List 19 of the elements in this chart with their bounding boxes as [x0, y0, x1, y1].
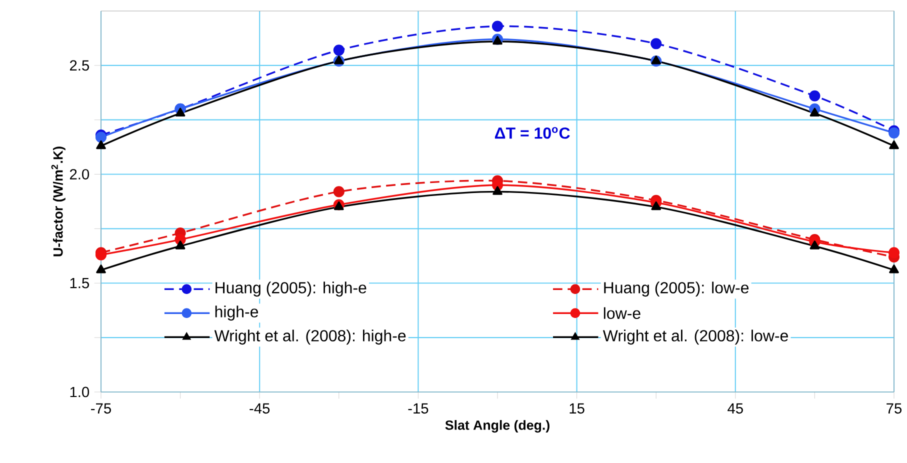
y-tick-label: 1.0 — [70, 386, 90, 398]
x-tick-label: -75 — [91, 403, 111, 414]
legend-label: Huang (2005): high-e — [216, 282, 366, 297]
legend-label: Wright et al. (2008): low-e — [602, 330, 788, 345]
legend-label: low-e — [604, 307, 640, 319]
x-tick-label: -45 — [250, 403, 270, 414]
y-tick-label: 1.5 — [70, 278, 89, 288]
x-tick-label: -15 — [408, 403, 428, 414]
y-tick-label: 2.5 — [70, 60, 89, 71]
x-axis-title: Slat Angle (deg.) — [445, 420, 550, 433]
x-tick-label: 75 — [886, 403, 902, 414]
legend-label: high-e — [215, 306, 258, 321]
y-tick-label: 2.0 — [70, 169, 90, 180]
annotation: ΔT = 10$^{o}$C — [494, 127, 570, 139]
x-tick-label: 45 — [728, 403, 743, 414]
y-axis-title: U-factor (W/m$^{2}$.K) — [51, 146, 66, 256]
x-tick-label: 15 — [570, 403, 584, 414]
legend-label: Huang (2005): low-e — [604, 282, 749, 297]
legend-label: Wright et al. (2008): high-e — [214, 330, 406, 345]
